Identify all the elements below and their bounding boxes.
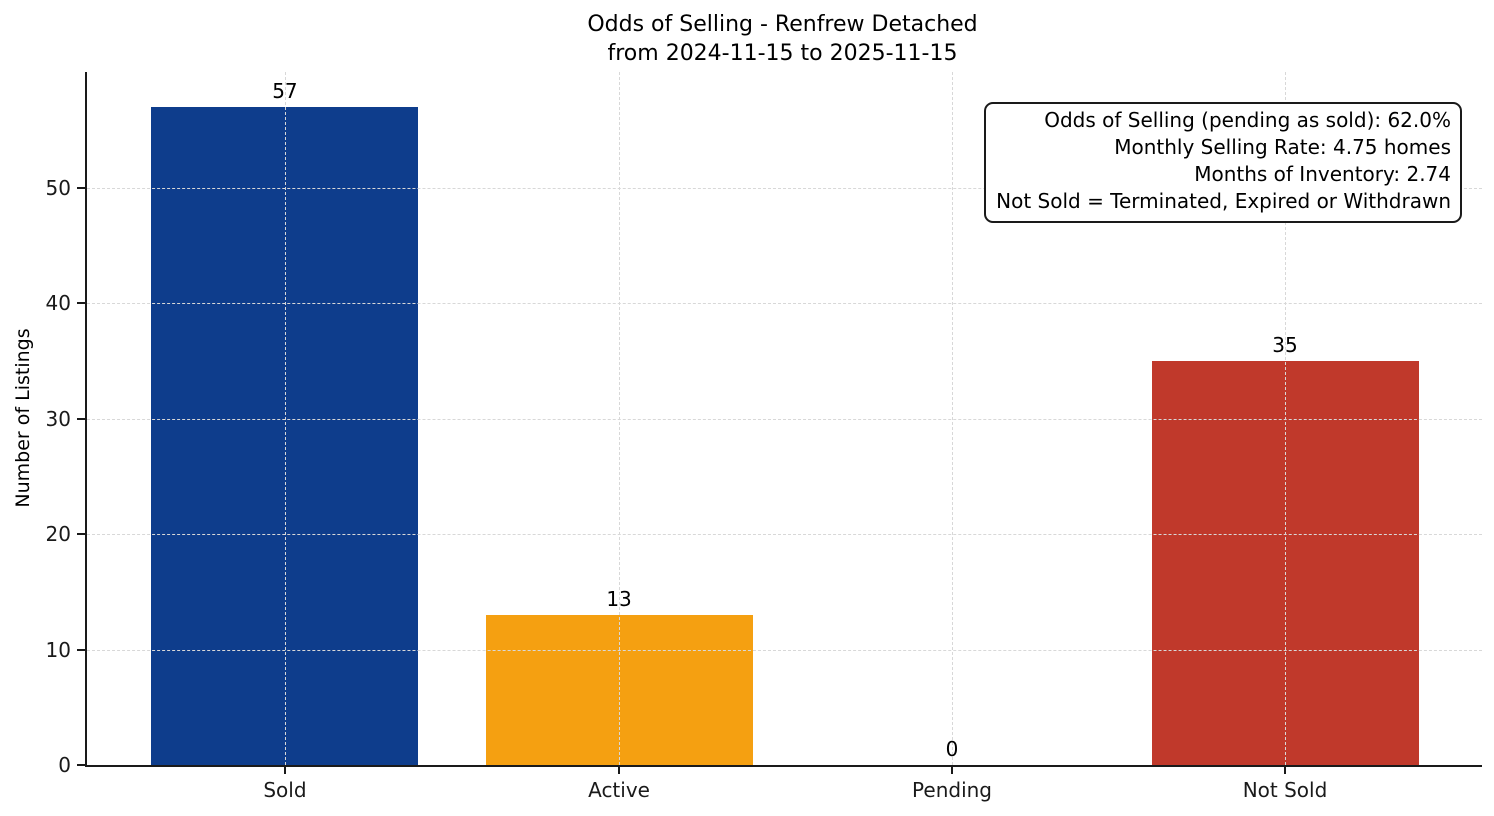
y-tick-label: 0: [58, 753, 71, 777]
y-tick-label: 40: [45, 291, 71, 315]
x-tick-label: Active: [588, 778, 650, 802]
plot-area: 57 13 0 35 0 10 20 30 40 50 Sold Active Pending Not …: [46, 72, 1482, 801]
x-tick-mark: [618, 767, 621, 774]
x-tick-mark: [1284, 767, 1287, 774]
axis-ticks-layer: 0 10 20 30 40 50 Sold Active Pending Not Sold: [46, 72, 1482, 801]
y-tick-mark: [77, 417, 85, 420]
chart-title: Odds of Selling - Renfrew Detached from …: [85, 10, 1480, 68]
y-tick-mark: [77, 764, 85, 766]
y-tick-label: 10: [45, 637, 71, 662]
stats-annotation-box: Odds of Selling (pending as sold): 62.0%…: [984, 102, 1462, 223]
annotation-line-not-sold-definition: Not Sold = Terminated, Expired or Withdr…: [996, 189, 1451, 213]
y-tick-label: 30: [45, 406, 71, 431]
y-tick-label: 50: [45, 175, 71, 200]
y-tick-mark: [77, 648, 85, 651]
chart-title-line-1: Odds of Selling - Renfrew Detached: [587, 12, 978, 37]
x-tick-mark: [283, 767, 286, 774]
y-axis-title: Number of Listings: [12, 328, 34, 508]
x-tick-mark: [951, 767, 954, 774]
annotation-line-months-of-inventory: Months of Inventory: 2.74: [1194, 162, 1451, 186]
y-tick-mark: [77, 533, 85, 535]
x-tick-label: Sold: [263, 778, 307, 802]
x-tick-label: Pending: [912, 778, 993, 802]
y-tick-mark: [77, 302, 85, 304]
x-tick-label: Not Sold: [1242, 778, 1328, 802]
annotation-line-odds-of-selling: Odds of Selling (pending as sold): 62.0%: [1044, 108, 1451, 132]
y-tick-mark: [77, 186, 85, 189]
y-tick-label: 20: [45, 522, 71, 546]
annotation-line-monthly-selling-rate: Monthly Selling Rate: 4.75 homes: [1114, 135, 1451, 159]
chart-title-line-2: from 2024-11-15 to 2025-11-15: [607, 41, 958, 66]
